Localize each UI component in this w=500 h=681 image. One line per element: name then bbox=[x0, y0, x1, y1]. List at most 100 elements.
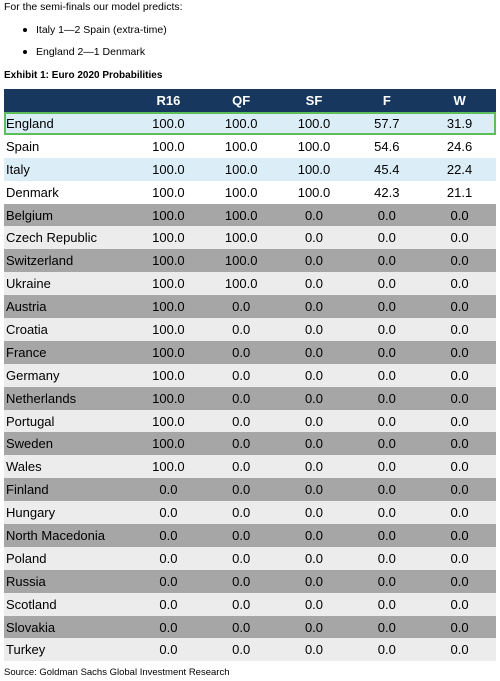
probability-cell: 100.0 bbox=[152, 253, 185, 269]
probability-cell: 0.0 bbox=[304, 459, 324, 475]
team-name-cell: Ukraine bbox=[6, 276, 51, 292]
probability-cell: 100.0 bbox=[152, 299, 185, 315]
table-row: Belgium 100.0 100.0 0.0 0.0 0.0 bbox=[4, 203, 496, 227]
table-row: Russia 0.0 0.0 0.0 0.0 0.0 bbox=[4, 569, 496, 593]
probability-cell: 0.0 bbox=[377, 459, 396, 475]
team-name-cell: Belgium bbox=[6, 207, 53, 223]
table-row: Turkey 0.0 0.0 0.0 0.0 0.0 bbox=[4, 638, 496, 662]
probability-cell: 0.0 bbox=[377, 482, 396, 498]
table-row: Austria 100.0 0.0 0.0 0.0 0.0 bbox=[4, 295, 496, 319]
probability-cell: 0.0 bbox=[450, 596, 469, 612]
probability-cell: 0.0 bbox=[232, 482, 251, 498]
probability-cell: 0.0 bbox=[304, 390, 324, 406]
team-name-cell: Austria bbox=[6, 299, 47, 315]
probability-cell: 100.0 bbox=[152, 436, 185, 452]
probability-cell: 0.0 bbox=[232, 321, 251, 337]
probability-cell: 100.0 bbox=[224, 276, 258, 292]
team-name-cell: Portugal bbox=[6, 413, 55, 429]
table-row: Finland 0.0 0.0 0.0 0.0 0.0 bbox=[4, 478, 496, 502]
probability-cell: 0.0 bbox=[450, 619, 469, 635]
table-row: Scotland 0.0 0.0 0.0 0.0 0.0 bbox=[4, 592, 496, 616]
probability-cell: 0.0 bbox=[450, 436, 469, 452]
team-name-cell: France bbox=[6, 344, 47, 360]
probability-cell: 0.0 bbox=[304, 344, 324, 360]
probability-cell: 100.0 bbox=[297, 138, 331, 154]
team-name-cell: Spain bbox=[6, 138, 40, 154]
probability-cell: 0.0 bbox=[159, 642, 178, 658]
probability-cell: 0.0 bbox=[377, 321, 396, 337]
probability-cell: 0.0 bbox=[377, 596, 396, 612]
table-row: Netherlands 100.0 0.0 0.0 0.0 0.0 bbox=[4, 386, 496, 410]
probability-cell: 0.0 bbox=[377, 253, 396, 269]
team-name-cell: Finland bbox=[6, 482, 49, 498]
probability-cell: 100.0 bbox=[152, 390, 185, 406]
probability-cell: 0.0 bbox=[377, 527, 396, 543]
table-row: Wales 100.0 0.0 0.0 0.0 0.0 bbox=[4, 455, 496, 479]
team-name-cell: Russia bbox=[6, 573, 46, 589]
probability-cell: 0.0 bbox=[304, 207, 324, 223]
probability-cell: 22.4 bbox=[446, 161, 473, 177]
probability-cell: 100.0 bbox=[224, 253, 258, 269]
probability-cell: 100.0 bbox=[224, 230, 258, 246]
probability-cell: 0.0 bbox=[450, 642, 469, 658]
probability-cell: 100.0 bbox=[224, 207, 258, 223]
probability-cell: 0.0 bbox=[304, 276, 324, 292]
column-header-w: W bbox=[453, 93, 466, 108]
probability-cell: 0.0 bbox=[232, 367, 251, 383]
probability-cell: 100.0 bbox=[297, 115, 331, 131]
probability-cell: 0.0 bbox=[304, 253, 324, 269]
probability-cell: 0.0 bbox=[450, 573, 469, 589]
probability-cell: 0.0 bbox=[450, 413, 469, 429]
table-row: Czech Republic 100.0 100.0 0.0 0.0 0.0 bbox=[4, 226, 496, 250]
probability-cell: 100.0 bbox=[152, 321, 185, 337]
team-name-cell: Turkey bbox=[6, 642, 46, 658]
probability-cell: 0.0 bbox=[304, 321, 324, 337]
probability-cell: 0.0 bbox=[232, 413, 251, 429]
probability-cell: 100.0 bbox=[152, 344, 185, 360]
probability-cell: 0.0 bbox=[450, 459, 469, 475]
probability-cell: 0.0 bbox=[450, 253, 469, 269]
team-name-cell: Switzerland bbox=[6, 253, 74, 269]
probability-cell: 100.0 bbox=[152, 115, 185, 131]
probability-cell: 0.0 bbox=[232, 390, 251, 406]
probability-cell: 100.0 bbox=[152, 138, 185, 154]
probability-cell: 0.0 bbox=[232, 459, 251, 475]
team-name-cell: Wales bbox=[6, 459, 42, 475]
probability-cell: 100.0 bbox=[297, 161, 331, 177]
probability-cell: 0.0 bbox=[232, 573, 251, 589]
probability-cell: 0.0 bbox=[377, 642, 396, 658]
table-row: Switzerland 100.0 100.0 0.0 0.0 0.0 bbox=[4, 249, 496, 273]
exhibit-title: Exhibit 1: Euro 2020 Probabilities bbox=[4, 70, 163, 81]
table-header-row: R16 QF SF F W bbox=[4, 89, 496, 112]
team-name-cell: Sweden bbox=[6, 436, 53, 452]
probability-cell: 0.0 bbox=[232, 642, 251, 658]
team-name-cell: Germany bbox=[6, 367, 60, 383]
table-row: Sweden 100.0 0.0 0.0 0.0 0.0 bbox=[4, 432, 496, 456]
probability-cell: 0.0 bbox=[304, 230, 324, 246]
probability-cell: 100.0 bbox=[224, 184, 258, 200]
probability-cell: 0.0 bbox=[450, 482, 469, 498]
probability-cell: 100.0 bbox=[152, 367, 185, 383]
probability-cell: 0.0 bbox=[304, 436, 324, 452]
probability-cell: 0.0 bbox=[450, 207, 469, 223]
probability-cell: 0.0 bbox=[304, 642, 324, 658]
probability-cell: 100.0 bbox=[297, 184, 331, 200]
table-row: Poland 0.0 0.0 0.0 0.0 0.0 bbox=[4, 546, 496, 570]
probability-cell: 0.0 bbox=[377, 276, 396, 292]
probability-cell: 0.0 bbox=[450, 527, 469, 543]
team-name-cell: Netherlands bbox=[6, 390, 77, 406]
probability-cell: 0.0 bbox=[232, 436, 251, 452]
source-note: Source: Goldman Sachs Global Investment … bbox=[4, 667, 230, 678]
probability-cell: 0.0 bbox=[232, 550, 251, 566]
probability-cell: 0.0 bbox=[304, 505, 324, 521]
probability-cell: 0.0 bbox=[450, 299, 469, 315]
probability-cell: 0.0 bbox=[304, 573, 324, 589]
probability-cell: 0.0 bbox=[377, 505, 396, 521]
probability-cell: 0.0 bbox=[159, 550, 178, 566]
table-row: Spain 100.0 100.0 100.0 54.6 24.6 bbox=[4, 134, 496, 158]
probability-cell: 0.0 bbox=[450, 390, 469, 406]
probability-cell: 0.0 bbox=[377, 619, 396, 635]
probability-cell: 0.0 bbox=[377, 299, 396, 315]
probability-cell: 31.9 bbox=[446, 115, 473, 131]
table-row: Italy 100.0 100.0 100.0 45.4 22.4 bbox=[4, 157, 496, 181]
